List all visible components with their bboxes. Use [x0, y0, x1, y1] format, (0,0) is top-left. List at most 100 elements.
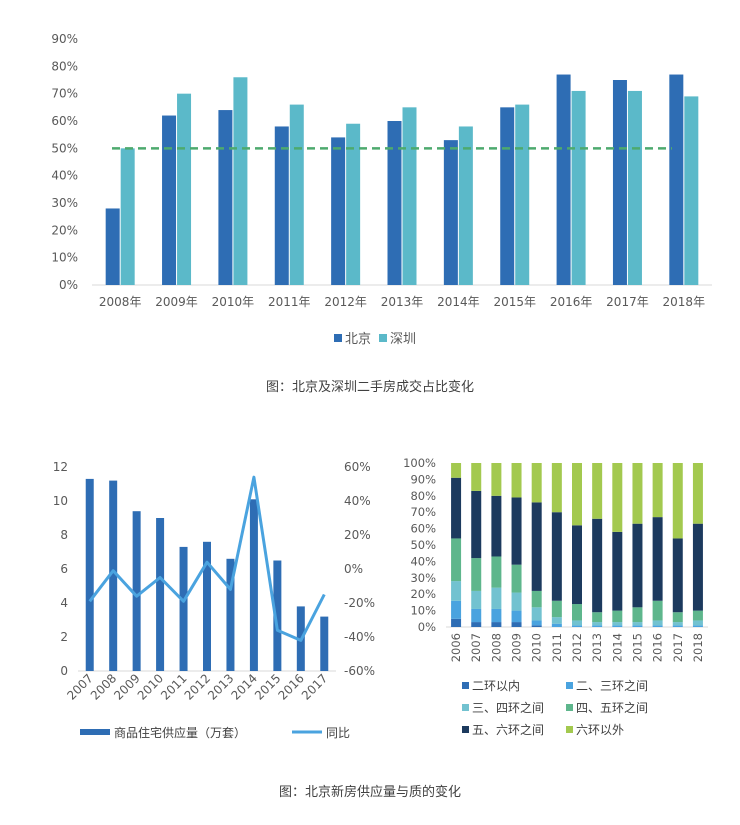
legend-label: 二环以内: [472, 679, 520, 693]
bar-supply: [273, 560, 282, 671]
legend-label: 深圳: [390, 332, 416, 347]
y-tick-label-right: 40%: [344, 494, 371, 508]
bar-segment: [672, 538, 683, 613]
bar-segment: [511, 463, 522, 498]
legend-swatch: [462, 726, 469, 733]
y-tick-label: 30%: [51, 196, 78, 210]
bar-supply: [85, 478, 94, 671]
bar-segment: [551, 600, 562, 618]
y-tick-label-right: -60%: [344, 664, 375, 678]
bar-segment: [612, 622, 623, 626]
bar-beijing: [669, 74, 684, 286]
bar-segment: [471, 490, 482, 559]
bar-segment: [511, 564, 522, 593]
legend-swatch: [334, 334, 342, 342]
bar-segment: [451, 463, 462, 478]
bar-supply: [226, 558, 235, 671]
bar-shenzhen: [120, 148, 135, 285]
bar-segment: [692, 463, 703, 524]
y-tick-label: 0%: [418, 620, 436, 634]
bar-shenzhen: [289, 104, 304, 285]
bar-beijing: [500, 107, 515, 285]
y-tick-label: 80%: [51, 59, 78, 73]
x-tick-label: 2008: [489, 633, 503, 662]
bar-shenzhen: [515, 104, 530, 285]
legend-swatch: [566, 726, 573, 733]
bar-segment: [612, 625, 623, 627]
bar-segment: [572, 525, 582, 605]
bar-shenzhen: [402, 107, 417, 285]
bar-segment: [551, 463, 562, 513]
y-tick-label-left: 6: [60, 562, 68, 576]
bar-segment: [511, 622, 522, 627]
x-tick-label: 2015年: [493, 295, 536, 309]
bar-shenzhen: [458, 126, 473, 285]
bar-segment: [572, 620, 582, 626]
bar-segment: [672, 622, 683, 626]
legend-swatch: [379, 334, 387, 342]
bar-segment: [652, 620, 663, 626]
bar-beijing: [162, 115, 177, 286]
legend-label-supply: 商品住宅供应量（万套）: [114, 725, 246, 740]
bar-segment: [491, 608, 502, 623]
bar-shenzhen: [571, 90, 586, 285]
bar-segment: [451, 600, 462, 619]
bar-supply: [156, 518, 165, 671]
bar-segment: [672, 612, 683, 623]
y-tick-label: 20%: [51, 223, 78, 237]
bar-shenzhen: [233, 77, 248, 286]
bar-segment: [612, 610, 623, 623]
x-tick-label: 2016: [651, 633, 665, 662]
bar-segment: [692, 620, 703, 626]
bar-supply: [132, 511, 141, 671]
bar-supply: [203, 541, 211, 671]
bar-segment: [692, 610, 703, 621]
legend-label: 二、三环之间: [576, 679, 648, 693]
bar-segment: [471, 558, 482, 591]
bar-segment: [531, 620, 542, 626]
bar-supply: [249, 499, 258, 671]
bar-segment: [652, 600, 663, 621]
x-tick-label: 2014: [610, 633, 624, 662]
y-tick-label: 70%: [51, 87, 78, 101]
bar-supply: [320, 616, 329, 671]
bar-segment: [511, 610, 522, 623]
bar-segment: [632, 523, 643, 608]
chart-bj-sz-secondhand-share: 0% 10% 20% 30% 40% 50% 60% 70% 80% 90% 2008年 2009年 2…: [51, 32, 712, 347]
bar-beijing: [387, 121, 402, 285]
bar-segment: [692, 523, 703, 611]
bar-segment: [531, 607, 542, 621]
bar-segment: [632, 625, 643, 627]
bar-beijing: [105, 208, 120, 285]
x-tick-label: 2010年: [212, 295, 255, 309]
x-tick-label: 2009年: [155, 295, 198, 309]
bar-segment: [491, 495, 502, 557]
x-tick-label: 2013年: [381, 295, 424, 309]
bar-segment: [572, 625, 582, 627]
x-tick-label: 2012年: [324, 295, 367, 309]
x-tick-label: 2017: [671, 633, 685, 662]
legend-label-yoy: 同比: [326, 726, 350, 740]
bar-segment: [612, 531, 623, 611]
bar-segment: [551, 617, 562, 624]
bar-segment: [451, 581, 462, 601]
y-tick-label-right: -20%: [344, 596, 375, 610]
bar-segment: [652, 463, 663, 518]
legend-label: 六环以外: [576, 723, 624, 737]
bar-segment: [451, 618, 462, 627]
y-tick-label-right: 20%: [344, 528, 371, 542]
bar-beijing: [218, 110, 233, 285]
y-tick-label: 10%: [410, 604, 436, 618]
x-tick-label: 2017年: [606, 295, 649, 309]
x-tick-label: 2013: [590, 633, 604, 662]
y-tick-label: 50%: [51, 141, 78, 155]
bar-segment: [511, 497, 522, 565]
x-tick-label: 2016年: [550, 295, 593, 309]
bar-segment: [471, 608, 482, 623]
bar-shenzhen: [177, 93, 192, 286]
bar-segment: [531, 625, 542, 627]
bar-segment: [672, 625, 683, 627]
bar-segment: [572, 463, 582, 526]
caption-top: 图：北京及深圳二手房成交占比变化: [265, 380, 474, 395]
bar-shenzhen: [684, 96, 699, 286]
